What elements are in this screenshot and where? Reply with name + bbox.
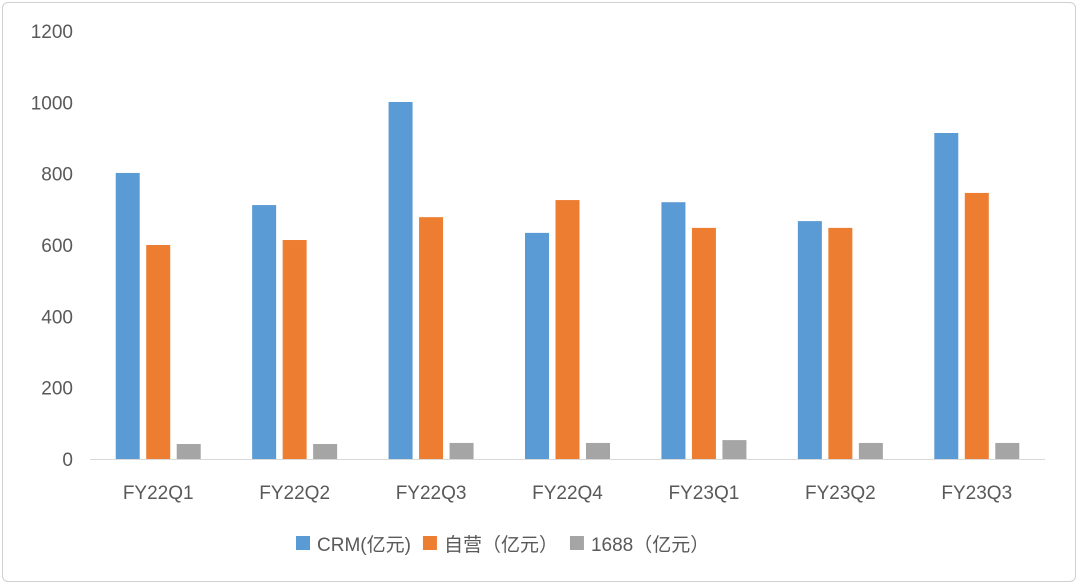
bar-FY23Q2-0 [797,221,822,459]
bar-FY22Q2-2 [313,444,338,459]
legend-label: 1688（亿元） [591,534,709,556]
legend-label: CRM(亿元) [317,534,411,556]
legend-label: 自营（亿元） [444,534,558,556]
bar-FY23Q3-2 [995,442,1020,459]
bar-FY23Q2-2 [858,442,883,459]
x-tick-label: FY23Q2 [805,483,876,504]
bar-FY23Q1-2 [722,440,747,459]
x-tick-label: FY22Q4 [532,483,603,504]
bar-FY22Q2-0 [252,205,277,459]
x-tick-label: FY22Q3 [396,483,467,504]
bar-FY22Q1-0 [115,172,140,459]
x-tick-label: FY22Q2 [259,483,330,504]
x-tick-label: FY22Q1 [123,483,194,504]
x-tick-label: FY23Q3 [941,483,1012,504]
legend-swatch [296,536,310,550]
y-tick-label: 200 [41,379,73,400]
bar-FY23Q1-0 [661,202,686,459]
y-tick-label: 600 [41,236,73,257]
y-tick-label: 400 [41,307,73,328]
bar-FY23Q3-1 [964,192,989,459]
bar-FY22Q2-1 [282,240,307,459]
bar-FY22Q1-2 [176,444,201,459]
bar-FY23Q1-1 [691,227,716,459]
y-tick-label: 1000 [31,93,73,114]
bar-FY22Q4-1 [555,200,580,459]
bar-FY22Q3-1 [419,217,444,459]
bar-FY23Q2-1 [828,227,853,459]
x-tick-label: FY23Q1 [669,483,740,504]
legend-swatch [569,536,584,550]
y-tick-label: 1200 [31,22,73,43]
legend-swatch [422,536,437,550]
bar-FY22Q3-2 [449,442,474,459]
bar-FY22Q4-2 [586,442,610,459]
bar-FY22Q3-0 [388,101,413,459]
bar-FY22Q1-1 [146,245,171,459]
y-tick-label: 0 [62,450,73,471]
bar-FY23Q3-0 [934,133,959,460]
bar-FY22Q4-0 [525,232,549,459]
y-tick-label: 800 [41,165,73,186]
